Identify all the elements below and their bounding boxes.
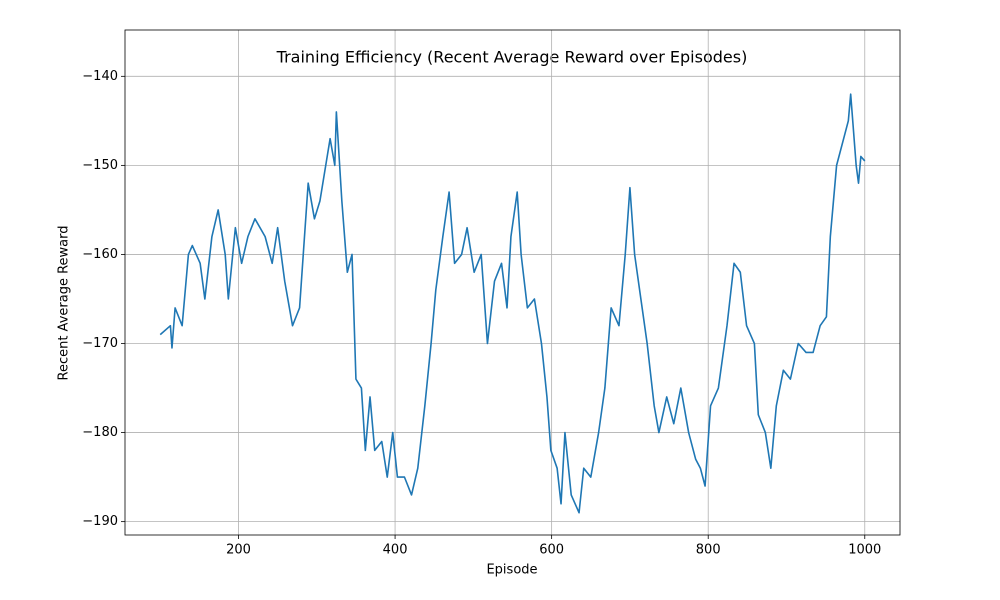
x-tick-label: 400 <box>383 543 408 558</box>
x-tick-label: 600 <box>539 543 564 558</box>
x-tick-label: 200 <box>226 543 251 558</box>
x-tick-label: 1000 <box>848 543 881 558</box>
y-tick-label: −150 <box>82 158 118 173</box>
y-tick-label: −140 <box>82 69 118 84</box>
x-tick-label: 800 <box>696 543 721 558</box>
y-tick-label: −170 <box>82 336 118 351</box>
y-tick-label: −190 <box>82 514 118 529</box>
x-axis-label: Episode <box>486 563 537 578</box>
line-series <box>159 93 866 514</box>
chart-title: Training Efficiency (Recent Average Rewa… <box>276 48 748 67</box>
y-tick-label: −160 <box>82 247 118 262</box>
y-axis-label: Recent Average Reward <box>57 226 72 381</box>
y-tick-label: −180 <box>82 425 118 440</box>
plot-frame <box>124 29 901 536</box>
